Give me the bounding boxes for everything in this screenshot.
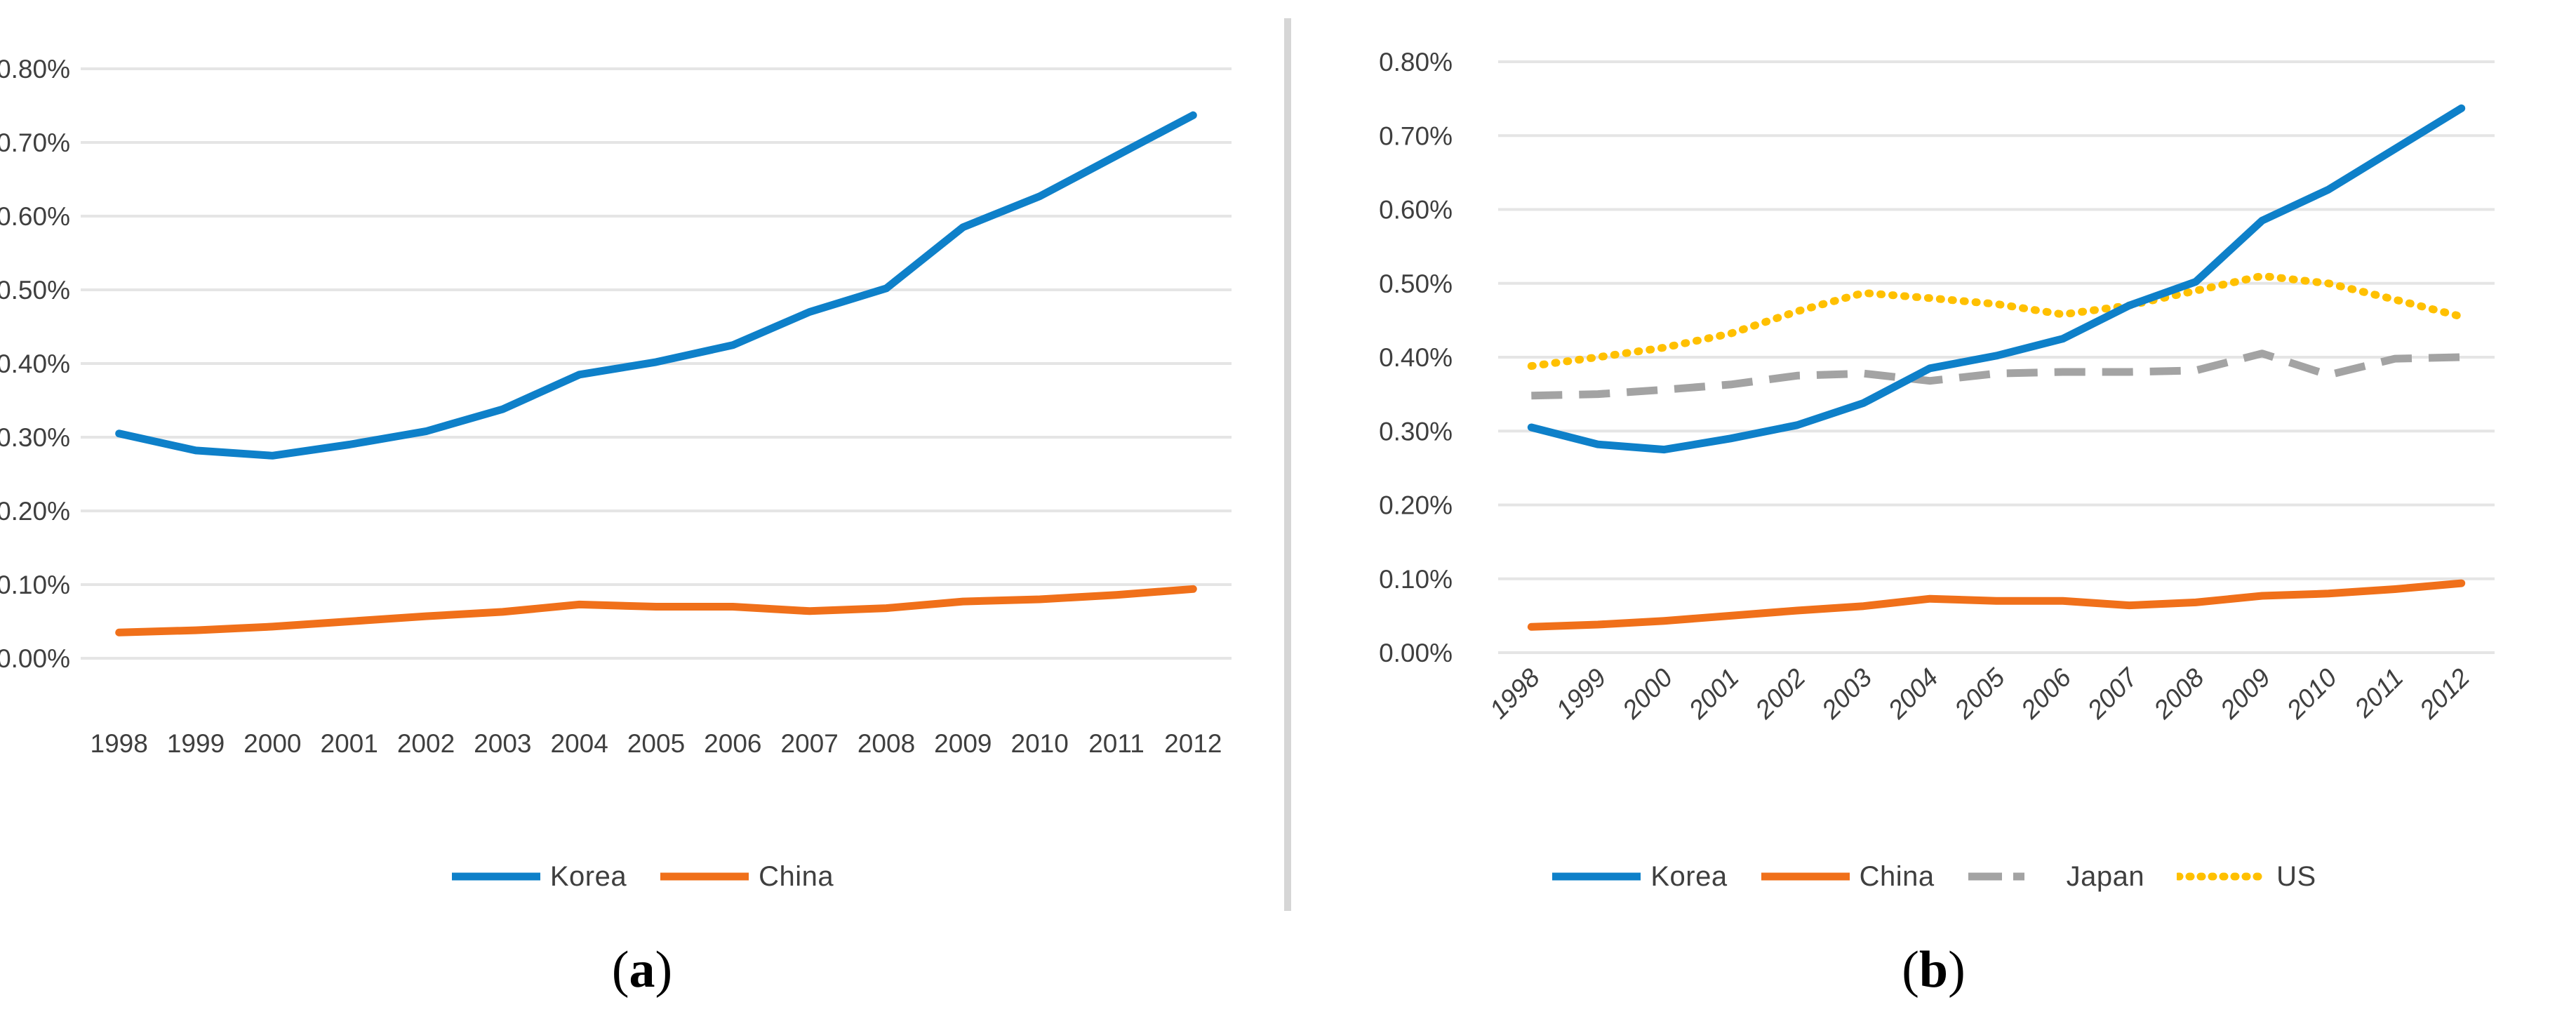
- legend-swatch-japan: [1968, 872, 2057, 881]
- x-tick-label: 1998: [91, 729, 148, 758]
- legend-b: Korea China Japan US: [1291, 831, 2576, 922]
- x-tick-label: 2004: [551, 729, 608, 758]
- y-tick-label: 0.80%: [0, 55, 70, 84]
- y-tick-label: 0.10%: [0, 571, 70, 599]
- x-tick-label: 2000: [1616, 662, 1678, 724]
- x-tick-label: 2012: [1164, 729, 1222, 758]
- series-line-japan: [1531, 349, 2462, 400]
- y-tick-label: 0.40%: [0, 349, 70, 378]
- y-tick-label: 0.00%: [1379, 639, 1453, 667]
- x-tick-label: 2003: [474, 729, 531, 758]
- panel-divider: [1284, 18, 1291, 911]
- legend-label-china: China: [759, 860, 834, 892]
- x-tick-label: 1998: [1484, 662, 1545, 724]
- x-tick-label: 1999: [1550, 663, 1611, 724]
- panel-a: 0.80% 0.70% 0.60% 0.50% 0.40% 0.30% 0.20% 0.10%…: [0, 0, 1284, 1026]
- series-line-korea: [1527, 104, 2466, 454]
- caption-b-close: ): [1948, 941, 1966, 999]
- caption-b-open: (: [1902, 941, 1919, 999]
- x-tick-label: 2009: [934, 729, 992, 758]
- series-line-us: [1527, 272, 2466, 371]
- x-tick-label: 2006: [704, 729, 761, 758]
- x-tick-label: 2011: [2349, 663, 2409, 724]
- legend-label-us: US: [2276, 860, 2316, 892]
- caption-b: (b): [1291, 940, 2576, 1000]
- y-tick-label: 0.50%: [1379, 269, 1453, 298]
- y-tick-label: 0.30%: [0, 423, 70, 452]
- caption-a-letter: a: [629, 941, 655, 999]
- caption-a-open: (: [611, 941, 629, 999]
- legend-item-china: China: [659, 861, 834, 893]
- x-tick-label: 2001: [321, 729, 378, 758]
- y-tick-label: 0.00%: [0, 644, 70, 673]
- legend-label-china: China: [1859, 860, 1935, 892]
- y-tick-label: 0.20%: [0, 497, 70, 526]
- y-tick-label: 0.60%: [0, 202, 70, 231]
- y-tick-label: 0.20%: [1379, 491, 1453, 520]
- x-tick-label: 2005: [627, 729, 685, 758]
- series-line-china: [1527, 579, 2466, 631]
- x-tick-label: 2001: [1683, 663, 1744, 725]
- legend-label-korea: Korea: [549, 860, 627, 892]
- x-tick-label: 1999: [167, 729, 225, 758]
- x-tick-label: 2005: [1949, 662, 2010, 724]
- series-line-korea: [115, 111, 1197, 460]
- y-tick-label: 0.70%: [0, 128, 70, 157]
- series-line-china: [115, 585, 1197, 637]
- x-tick-label: 2008: [857, 729, 915, 758]
- x-tick-label: 2011: [1088, 729, 1144, 758]
- panel-b: 0.80% 0.70% 0.60% 0.50% 0.40% 0.30% 0.20% 0.10%…: [1291, 0, 2576, 1026]
- legend-item-china: China: [1760, 861, 1935, 893]
- y-tick-label: 0.50%: [0, 276, 70, 305]
- legend-swatch-china: [1761, 872, 1850, 881]
- x-tick-label: 2002: [397, 729, 455, 758]
- legend-swatch-korea: [451, 872, 540, 881]
- x-tick-label: 2003: [1815, 662, 1877, 724]
- y-tick-label: 0.40%: [1379, 343, 1453, 372]
- y-tick-label: 0.10%: [1379, 565, 1453, 594]
- caption-b-letter: b: [1918, 941, 1949, 999]
- x-tick-label: 2007: [2081, 662, 2144, 725]
- x-tick-label: 2002: [1749, 662, 1811, 724]
- legend-swatch-china: [660, 872, 749, 881]
- caption-a-close: ): [655, 941, 673, 999]
- x-tick-label: 2007: [781, 729, 839, 758]
- x-tick-label: 2010: [1011, 729, 1069, 758]
- legend-item-japan: Japan: [1967, 861, 2144, 893]
- x-tick-label: 2009: [2214, 663, 2276, 725]
- x-tick-label: 2004: [1882, 663, 1944, 725]
- caption-a: (a): [0, 940, 1284, 1000]
- legend-item-korea: Korea: [1551, 861, 1727, 893]
- y-tick-label: 0.80%: [1379, 48, 1453, 76]
- legend-swatch-korea: [1552, 872, 1641, 881]
- legend-a: Korea China: [0, 831, 1284, 922]
- y-tick-label: 0.30%: [1379, 417, 1453, 446]
- chart-b-svg: 0.80% 0.70% 0.60% 0.50% 0.40% 0.30% 0.20% 0.10%…: [1379, 48, 2495, 725]
- legend-label-japan: Japan: [2066, 860, 2145, 892]
- x-tick-label: 2010: [2281, 662, 2342, 724]
- legend-item-us: US: [2177, 861, 2316, 893]
- legend-swatch-us: [2177, 872, 2269, 881]
- x-tick-label: 2012: [2413, 662, 2475, 724]
- legend-label-korea: Korea: [1650, 860, 1728, 892]
- x-tick-label: 2006: [2015, 662, 2076, 724]
- x-tick-label: 2000: [243, 729, 301, 758]
- chart-a-svg: 0.80% 0.70% 0.60% 0.50% 0.40% 0.30% 0.20% 0.10%…: [0, 55, 1232, 758]
- x-tick-label: 2008: [2148, 662, 2210, 724]
- y-tick-label: 0.60%: [1379, 196, 1453, 225]
- legend-item-korea: Korea: [451, 861, 627, 893]
- y-tick-label: 0.70%: [1379, 121, 1453, 150]
